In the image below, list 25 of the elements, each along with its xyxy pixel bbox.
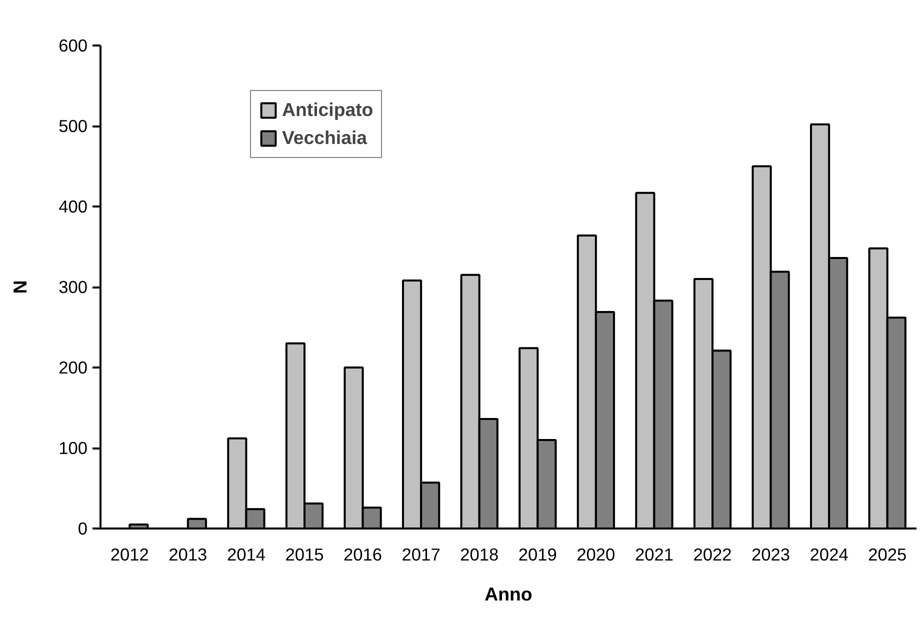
y-tick-label: 300 — [58, 277, 88, 297]
x-tick-label: 2022 — [693, 544, 732, 564]
y-tick-label: 0 — [78, 518, 88, 538]
x-tick-label: 2015 — [285, 544, 324, 564]
x-tick-label: 2014 — [226, 544, 266, 564]
x-tick-label: 2025 — [868, 544, 907, 564]
x-tick-label: 2021 — [634, 544, 674, 564]
x-tick-label: 2017 — [402, 544, 440, 564]
x-tick-label: 2018 — [460, 544, 499, 564]
y-tick-label: 100 — [58, 438, 88, 458]
legend-label: Anticipato — [282, 99, 374, 121]
x-tick-label: 2016 — [344, 544, 382, 564]
y-tick-label: 600 — [58, 36, 88, 56]
x-axis-title: Anno — [484, 584, 532, 604]
y-axis-title: N — [10, 280, 31, 294]
y-tick-label: 400 — [58, 196, 88, 216]
x-tick-label: 2019 — [518, 544, 557, 564]
x-tick-label: 2013 — [168, 544, 208, 564]
x-tick-label: 2023 — [752, 544, 790, 564]
y-tick-label: 200 — [58, 358, 88, 378]
x-tick-label: 2020 — [576, 544, 616, 564]
y-tick-label: 500 — [58, 116, 88, 136]
x-tick-label: 2024 — [810, 544, 849, 564]
x-tick-label: 2012 — [110, 544, 149, 564]
legend-label: Vecchiaia — [282, 127, 368, 149]
